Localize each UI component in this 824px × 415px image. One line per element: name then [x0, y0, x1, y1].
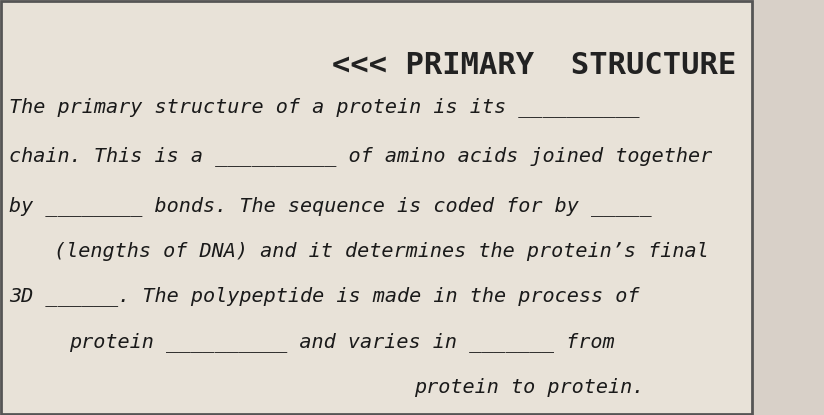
Text: by ________ bonds. The sequence is coded for by _____: by ________ bonds. The sequence is coded…	[9, 196, 652, 216]
Text: The primary structure of a protein is its __________: The primary structure of a protein is it…	[9, 97, 639, 117]
Text: <<< PRIMARY  STRUCTURE: <<< PRIMARY STRUCTURE	[332, 51, 737, 80]
Text: (lengths of DNA) and it determines the protein’s final: (lengths of DNA) and it determines the p…	[54, 242, 709, 261]
Text: protein __________ and varies in _______ from: protein __________ and varies in _______…	[69, 332, 615, 352]
Text: protein to protein.: protein to protein.	[414, 378, 644, 397]
Text: 3D ______. The polypeptide is made in the process of: 3D ______. The polypeptide is made in th…	[9, 286, 639, 306]
FancyBboxPatch shape	[2, 1, 751, 414]
Text: chain. This is a __________ of amino acids joined together: chain. This is a __________ of amino aci…	[9, 146, 712, 166]
